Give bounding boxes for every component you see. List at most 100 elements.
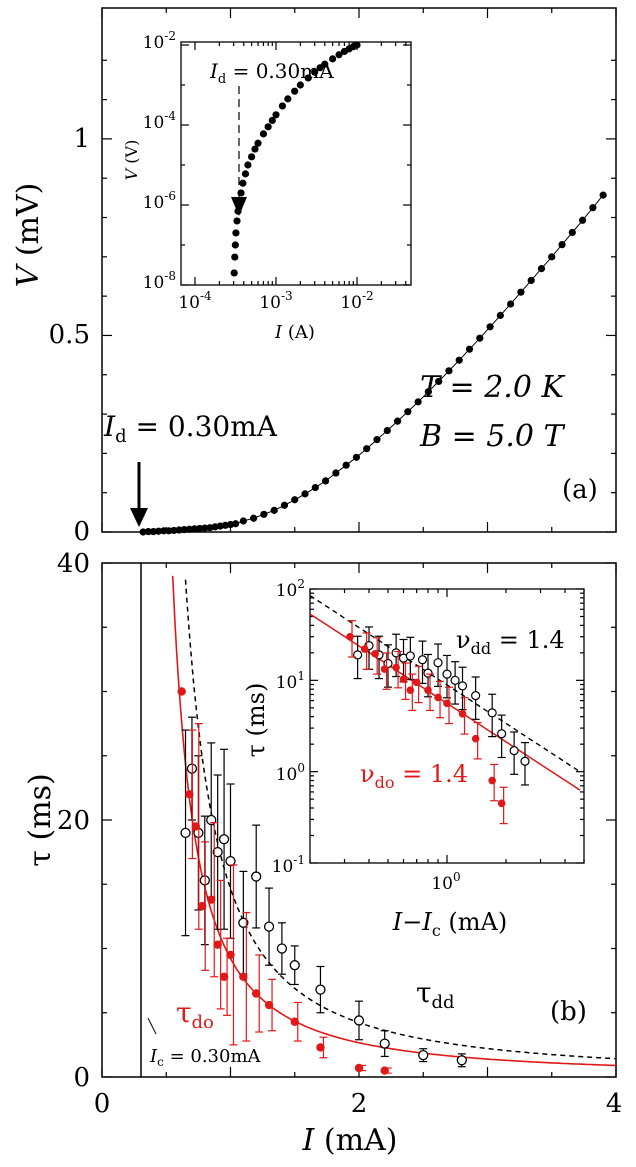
inset-b-dd-points	[353, 626, 530, 786]
inset-b-do-point	[360, 645, 369, 653]
tau-do-point	[198, 901, 207, 911]
inset-b-do-point	[458, 710, 467, 718]
tau-do-point	[252, 989, 261, 998]
panel-a-point	[507, 300, 515, 308]
inset-b-xtick-1: 100	[431, 870, 460, 894]
inset-b-ylabel: τ (ms)	[242, 683, 270, 758]
inset-b-do-point	[488, 776, 496, 785]
inset-a-points	[230, 41, 361, 277]
inset-b-dd-point	[353, 650, 363, 660]
panel-b-xtick-4: 4	[606, 1089, 623, 1119]
panel-a-point	[537, 265, 546, 273]
inset-b-dd-point	[450, 675, 460, 685]
inset-b-ytick-0-1: 10-1	[272, 853, 305, 877]
panel-a-point	[363, 445, 371, 453]
inset-b-dd-point	[433, 658, 443, 668]
panel-a-point	[270, 506, 278, 514]
inset-b: 102 101 100 10-1 100 I−Ic (mA) τ (ms) νd…	[242, 577, 585, 940]
panel-b-label: (b)	[550, 997, 587, 1027]
tau-dd-point	[263, 921, 275, 932]
inset-a-point	[335, 51, 343, 59]
inset-a-frame	[180, 41, 412, 286]
tau-dd-point	[251, 871, 262, 882]
panel-b-xlabel: I (mA)	[302, 1123, 398, 1158]
tau-do-point	[177, 687, 186, 696]
inset-b-dd-point	[471, 691, 481, 701]
tau-do-point	[239, 972, 248, 981]
inset-a-point	[296, 81, 304, 89]
tau-dd-point	[225, 855, 236, 867]
panel-a-point	[352, 453, 361, 461]
inset-a-point	[254, 139, 262, 147]
inset-a-ytick-1e-6: 10-6	[143, 189, 176, 213]
inset-b-do-point	[371, 650, 379, 658]
inset-b-do-point	[392, 663, 400, 672]
tau-dd-point	[289, 960, 300, 971]
panel-a-point	[404, 408, 412, 416]
panel-b-ytick-40: 40	[57, 549, 90, 579]
inset-a-ylabel: V (V)	[122, 140, 141, 181]
tau-do-point	[191, 822, 201, 831]
tau-dd-point	[315, 984, 326, 995]
inset-a-point	[264, 123, 272, 131]
inset-a-point	[234, 207, 242, 215]
inset-a-xtick-1e-2: 10-2	[340, 289, 373, 313]
panel-a-point	[201, 524, 209, 532]
panel-a-arrow	[130, 462, 148, 527]
panel-a-point	[414, 398, 422, 406]
inset-b-do-point	[346, 632, 354, 641]
inset-b-do-point	[471, 734, 480, 743]
panel-a-point	[180, 526, 188, 534]
inset-b-dd-point	[391, 648, 401, 658]
panel-a-point	[393, 417, 402, 425]
inset-a-ytick-1e-8: 10-8	[143, 269, 176, 293]
panel-a-point	[175, 526, 183, 534]
inset-b-ticks	[309, 588, 585, 864]
inset-b-do-point	[399, 675, 408, 683]
inset-b-xlabel: I−Ic (mA)	[392, 908, 508, 940]
panel-a-point	[144, 528, 152, 536]
panel-a-point	[486, 323, 494, 331]
panel-b-ticks	[101, 562, 617, 1078]
tau-do-point	[264, 1000, 274, 1010]
inset-b-ytick-100: 102	[276, 577, 305, 601]
panel-a-point	[332, 469, 340, 477]
panel-a-point	[445, 367, 453, 375]
inset-b-dd-point	[509, 746, 519, 756]
panel-a-point	[321, 477, 330, 485]
panel-a-point	[301, 490, 309, 498]
panel-a-ytick-0-5: 0.5	[49, 320, 90, 350]
ic-annotation: Ic = 0.30mA	[149, 1046, 262, 1069]
inset-a-point	[259, 130, 268, 138]
inset-b-dd-point	[487, 708, 497, 718]
inset-a-point	[311, 68, 319, 76]
inset-a-point	[233, 217, 241, 225]
tau-do-point	[380, 1066, 389, 1075]
inset-b-do-point	[497, 799, 506, 808]
inset-b-dd-point	[423, 668, 433, 678]
tau-do-point	[185, 790, 194, 799]
tau-dd-point	[276, 943, 288, 954]
inset-b-dd-point	[417, 655, 428, 665]
tau-do-point	[207, 895, 216, 904]
panel-a-point	[435, 377, 443, 386]
inset-a-point	[241, 170, 250, 178]
panel-a-ytick-1: 1	[73, 124, 90, 154]
panel-a-point	[568, 228, 576, 237]
tau-dd-point	[379, 1038, 390, 1049]
inset-a-ytick-1e-4: 10-4	[143, 109, 177, 133]
panel-a-point	[558, 241, 566, 249]
tau-do-point	[226, 950, 235, 960]
inset-b-dd-point	[442, 669, 452, 679]
inset-b-dd-point	[405, 651, 415, 661]
panel-a-point	[373, 436, 381, 444]
panel-a-point	[154, 527, 163, 535]
panel-a-point	[311, 483, 319, 492]
inset-b-do-point	[380, 665, 389, 673]
nu-do-label: νdo = 1.4	[360, 760, 468, 792]
inset-b-do-point	[443, 699, 451, 708]
tau-dd-fit	[184, 579, 617, 1060]
panel-a-point	[139, 528, 147, 536]
inset-a-point	[235, 201, 243, 209]
